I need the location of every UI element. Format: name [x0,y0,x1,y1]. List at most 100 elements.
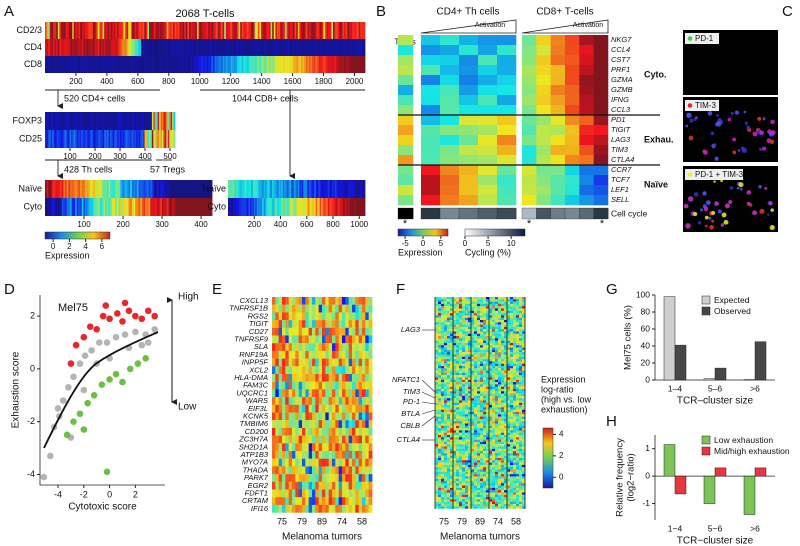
heatmap-cell [456,449,459,451]
heatmap-cell [441,451,444,453]
heatmap-cell [438,322,441,324]
heatmap-cell [332,328,336,336]
heatmap-cell [483,451,486,453]
heatmap-cell [352,451,356,459]
heatmap-cell [302,443,306,451]
heatmap-cell [292,482,296,490]
heatmap-cell [441,463,444,465]
heatmap-cell [312,420,316,428]
heatmap-cell [462,444,465,446]
heatmap-cell [444,398,447,400]
heatmap-cell [495,433,498,435]
heatmap-cell [489,325,492,327]
heatmap-cell [495,414,498,416]
heatmap-cell [519,302,522,304]
heatmap-cell [483,453,486,455]
heatmap-cell [315,351,319,359]
heatmap-cell [299,374,303,382]
heatmap-cell [477,309,480,311]
heatmap-cell [435,437,438,439]
row-label: CD2/3 [16,25,42,35]
heatmap-cell [444,366,447,368]
heatmap-cell [342,405,346,413]
heatmap-cell [312,328,316,336]
heatmap-cell [495,361,498,363]
heatmap-cell [516,359,519,361]
heatmap-cell [438,384,441,386]
cell-dot [708,217,711,220]
arrow-label: 520 CD4+ cells [64,93,126,103]
heatmap-cell [495,332,498,334]
heatmap-cell [459,375,462,377]
heatmap-cell [510,366,513,368]
heatmap-cell [516,474,519,476]
heatmap-cell [365,482,369,490]
heatmap-cell [492,350,495,352]
heatmap-cell [507,297,510,299]
heatmap-cell [477,306,480,308]
heatmap-cell [305,320,309,328]
heatmap-cell [305,382,309,390]
heatmap-cell [594,95,609,105]
heatmap-cell [305,336,309,344]
heatmap-cell [447,378,450,380]
heatmap-cell [498,338,501,340]
heatmap-cell [299,420,303,428]
heatmap-cell [349,466,353,474]
heatmap-cell [299,328,303,336]
heatmap-cell [435,320,438,322]
heatmap-cell [519,361,522,363]
heatmap-cell [480,343,483,345]
heatmap-cell [349,397,353,405]
heatmap-cell [492,299,495,301]
heatmap-cell [275,320,279,328]
heatmap-cell [444,396,447,398]
heatmap-cell [465,444,468,446]
heatmap-cell [345,374,349,382]
heatmap-cell [359,328,363,336]
heatmap-cell [447,479,450,481]
heatmap-cell [275,420,279,428]
heatmap-cell [438,428,441,430]
heatmap-cell [459,311,462,313]
heatmap-cell [302,428,306,436]
heatmap-cell [275,343,279,351]
heatmap-cell [471,304,474,306]
heatmap-cell [507,426,510,428]
heatmap-cell [519,391,522,393]
heatmap-cell [474,433,477,435]
heatmap-cell [501,366,504,368]
heatmap-cell [501,476,504,478]
heatmap-cell [438,465,441,467]
heatmap-cell [474,398,477,400]
heatmap-cell [510,396,513,398]
heatmap-cell [289,505,293,513]
heatmap-cell [438,302,441,304]
heatmap-cell [480,297,483,299]
heatmap-cell [275,351,279,359]
heatmap-cell [510,458,513,460]
heatmap-cell [302,497,306,505]
heatmap-cell [483,437,486,439]
row-label: CD25 [19,133,42,143]
heatmap-cell [579,125,594,135]
heatmap-cell [513,428,516,430]
heatmap-cell [435,318,438,320]
heatmap-cell [295,343,299,351]
heatmap-cell [513,359,516,361]
heatmap-cell [519,472,522,474]
heatmap-cell [292,297,296,305]
heatmap-cell [444,426,447,428]
heatmap-cell [492,456,495,458]
heatmap-cell [474,304,477,306]
heatmap-cell [312,428,316,436]
heatmap-cell [513,364,516,366]
heatmap-cell [335,436,339,444]
heatmap-cell [289,420,293,428]
heatmap-cell [483,375,486,377]
heatmap-cell [480,447,483,449]
heatmap-cell [483,345,486,347]
heatmap-cell [453,467,456,469]
heatmap-cell [272,482,276,490]
